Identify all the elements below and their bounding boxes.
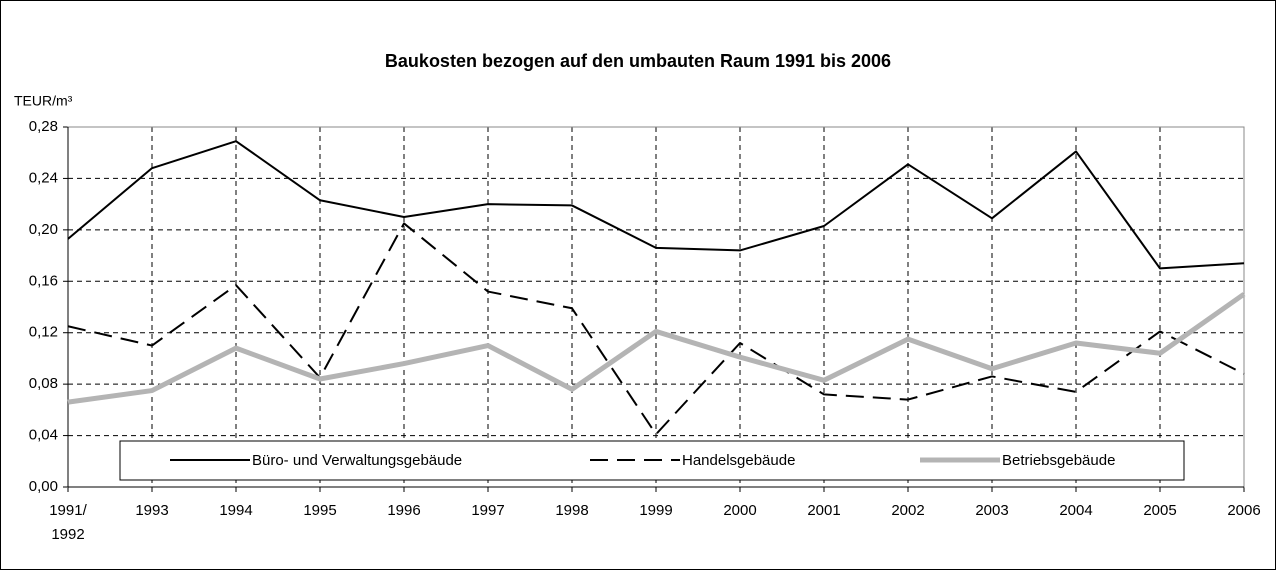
x-tick-label-box: 1999 <box>639 502 673 519</box>
x-tick-label: 2004 <box>1059 502 1093 519</box>
legend-label: Betriebsgebäude <box>1002 452 1115 469</box>
legend-label: Handelsgebäude <box>682 452 795 469</box>
y-tick-label: 0,12 <box>29 324 58 341</box>
y-axis-label: TEUR/m³ <box>14 93 73 109</box>
x-tick-label-box: 1993 <box>135 502 169 519</box>
x-tick-label-box: 2006 <box>1227 502 1261 519</box>
x-tick-label: 2006 <box>1227 502 1261 519</box>
x-tick-label: 1996 <box>387 502 421 519</box>
x-tick-label-box: 1995 <box>303 502 337 519</box>
y-tick-label: 0,20 <box>29 221 58 238</box>
x-tick-label-box: 1991/ 1992 <box>49 502 87 543</box>
x-tick-label: 1998 <box>555 502 589 519</box>
x-tick-label: 1995 <box>303 502 337 519</box>
x-tick-label-box: 2000 <box>723 502 757 519</box>
y-tick-label: 0,16 <box>29 272 58 289</box>
x-tick-label-box: 1996 <box>387 502 421 519</box>
x-tick-label: 2000 <box>723 502 757 519</box>
x-tick-label-box: 2001 <box>807 502 841 519</box>
chart-title: Baukosten bezogen auf den umbauten Raum … <box>385 51 891 71</box>
x-tick-label-box: 2004 <box>1059 502 1093 519</box>
x-tick-label-box: 2003 <box>975 502 1009 519</box>
y-tick-label: 0,08 <box>29 375 58 392</box>
series-line <box>67 292 1246 405</box>
y-tick-label: 0,28 <box>29 118 58 135</box>
x-tick-label: 1993 <box>135 502 169 519</box>
x-tick-label-box: 1998 <box>555 502 589 519</box>
x-tick-label-box: 1994 <box>219 502 253 519</box>
x-tick-label: 2003 <box>975 502 1009 519</box>
x-tick-label-box: 1997 <box>471 502 505 519</box>
x-tick-label: 1999 <box>639 502 673 519</box>
y-tick-label: 0,24 <box>29 169 58 186</box>
x-tick-label: 1994 <box>219 502 253 519</box>
x-tick-label: 2005 <box>1143 502 1177 519</box>
x-tick-label-box: 2005 <box>1143 502 1177 519</box>
series-line <box>67 140 1245 270</box>
x-tick-label: 1991/ 1992 <box>49 502 87 543</box>
x-tick-label-box: 2002 <box>891 502 925 519</box>
y-tick-label: 0,00 <box>29 478 58 495</box>
x-tick-label: 1997 <box>471 502 505 519</box>
x-tick-label: 2001 <box>807 502 841 519</box>
x-tick-label: 2002 <box>891 502 925 519</box>
y-tick-label: 0,04 <box>29 427 58 444</box>
series-line <box>67 222 1245 436</box>
legend-label: Büro- und Verwaltungsgebäude <box>252 452 462 469</box>
